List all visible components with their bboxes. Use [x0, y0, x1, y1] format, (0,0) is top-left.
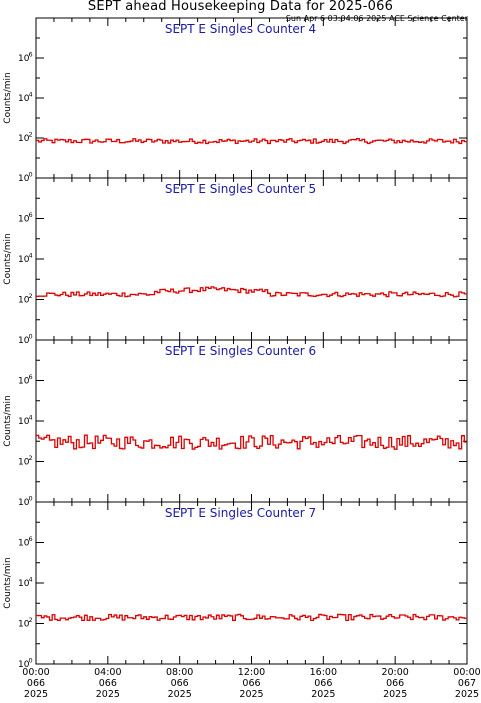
chart-title: SEPT E Singles Counter 5 [165, 182, 316, 196]
y-tick-base: 10 [18, 134, 30, 144]
y-tick-exponent: 4 [29, 91, 33, 99]
chart-title: SEPT E Singles Counter 6 [165, 344, 316, 358]
y-tick-exponent: 2 [29, 454, 33, 462]
y-tick-base: 10 [18, 458, 30, 468]
y-tick-exponent: 4 [29, 414, 33, 422]
x-tick-doy: 066 [27, 678, 45, 689]
y-tick-exponent: 0 [29, 657, 33, 665]
y-tick-base: 10 [18, 255, 30, 265]
series-line [36, 286, 467, 298]
y-tick-base: 10 [18, 94, 30, 104]
y-tick-base: 10 [18, 620, 30, 630]
y-tick-label: 10 6 [18, 535, 33, 549]
plot-frame [35, 501, 468, 665]
y-tick-label: 10 0 [18, 495, 33, 509]
y-tick-label: 10 2 [18, 616, 33, 630]
x-tick-time: 04:00 [94, 667, 121, 678]
x-tick-doy: 066 [386, 678, 404, 689]
plot-frame [35, 177, 468, 341]
y-tick-label: 10 6 [18, 373, 33, 387]
y-tick-exponent: 6 [29, 211, 33, 219]
x-tick-time: 00:00 [22, 667, 49, 678]
y-tick-exponent: 4 [29, 576, 33, 584]
y-axis-label: Counts/min [3, 72, 13, 123]
y-tick-exponent: 2 [29, 616, 33, 624]
y-tick-exponent: 6 [29, 51, 33, 59]
y-tick-base: 10 [18, 498, 30, 508]
plot-frame [35, 339, 468, 503]
y-tick-base: 10 [18, 377, 30, 387]
y-tick-exponent: 0 [29, 171, 33, 179]
y-tick-base: 10 [18, 660, 30, 670]
x-tick-time: 12:00 [238, 667, 265, 678]
y-tick-label: 10 6 [18, 51, 33, 65]
y-axis-label: Counts/min [3, 233, 13, 284]
y-tick-exponent: 2 [29, 292, 33, 300]
chart-title: SEPT E Singles Counter 4 [165, 22, 316, 36]
y-axis-label: Counts/min [3, 395, 13, 446]
series-line [36, 613, 467, 622]
y-tick-label: 10 4 [18, 576, 33, 590]
page-title: SEPT ahead Housekeeping Data for 2025-06… [87, 0, 394, 14]
y-tick-exponent: 6 [29, 373, 33, 381]
x-tick-doy: 066 [242, 678, 260, 689]
x-tick-time: 08:00 [166, 667, 193, 678]
plot-frame [35, 17, 468, 179]
y-tick-base: 10 [18, 417, 30, 427]
y-tick-exponent: 6 [29, 535, 33, 543]
x-tick-year: 2025 [455, 689, 479, 700]
y-tick-label: 10 2 [18, 292, 33, 306]
x-tick-year: 2025 [24, 689, 48, 700]
y-tick-exponent: 0 [29, 495, 33, 503]
y-tick-base: 10 [18, 539, 30, 549]
y-tick-label: 10 0 [18, 657, 33, 671]
y-tick-exponent: 0 [29, 333, 33, 341]
x-tick-doy: 066 [171, 678, 189, 689]
x-tick-time: 00:00 [453, 667, 480, 678]
y-tick-exponent: 4 [29, 252, 33, 260]
y-tick-base: 10 [18, 174, 30, 184]
y-tick-label: 10 0 [18, 333, 33, 347]
series-line [36, 434, 467, 450]
y-axis-label: Counts/min [3, 557, 13, 608]
y-tick-base: 10 [18, 215, 30, 225]
x-tick-year: 2025 [168, 689, 192, 700]
y-tick-label: 10 4 [18, 252, 33, 266]
y-tick-label: 10 4 [18, 414, 33, 428]
x-tick-year: 2025 [311, 689, 335, 700]
y-tick-label: 10 4 [18, 91, 33, 105]
y-tick-label: 10 0 [18, 171, 33, 185]
y-tick-exponent: 2 [29, 131, 33, 139]
y-tick-base: 10 [18, 54, 30, 64]
chart-title: SEPT E Singles Counter 7 [165, 506, 316, 520]
x-tick-time: 20:00 [381, 667, 408, 678]
y-tick-label: 10 2 [18, 131, 33, 145]
x-tick-year: 2025 [96, 689, 120, 700]
x-tick-doy: 067 [458, 678, 476, 689]
series-line [36, 138, 467, 145]
x-tick-year: 2025 [383, 689, 407, 700]
y-tick-base: 10 [18, 579, 30, 589]
x-tick-time: 16:00 [310, 667, 337, 678]
y-tick-label: 10 2 [18, 454, 33, 468]
x-tick-year: 2025 [239, 689, 263, 700]
y-tick-base: 10 [18, 296, 30, 306]
y-tick-label: 10 6 [18, 211, 33, 225]
x-tick-doy: 066 [99, 678, 117, 689]
y-tick-base: 10 [18, 336, 30, 346]
x-tick-doy: 066 [314, 678, 332, 689]
